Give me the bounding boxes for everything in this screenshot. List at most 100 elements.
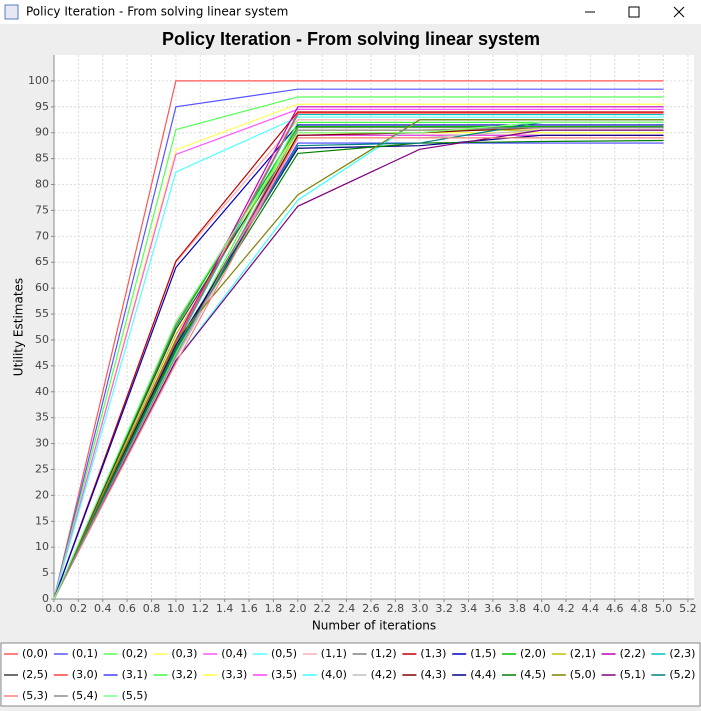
legend-label: (4,2) <box>371 668 397 681</box>
legend-label: (2,0) <box>520 647 546 660</box>
legend-label: (4,5) <box>520 668 546 681</box>
legend-label: (5,4) <box>72 689 98 702</box>
series-line <box>53 126 664 600</box>
x-tick-label: 4.2 <box>557 602 575 615</box>
x-tick-label: 1.0 <box>167 602 185 615</box>
legend-label: (5,1) <box>620 668 646 681</box>
x-tick-label: 2.8 <box>387 602 405 615</box>
y-tick-label: 40 <box>35 385 49 398</box>
y-tick-label: 50 <box>35 333 49 346</box>
y-tick-label: 85 <box>35 152 49 165</box>
series-line <box>53 124 664 600</box>
y-tick-label: 0 <box>42 592 49 605</box>
y-tick-label: 20 <box>35 488 49 501</box>
x-tick-label: 3.0 <box>411 602 429 615</box>
x-tick-label: 1.2 <box>192 602 210 615</box>
series-line <box>53 119 664 600</box>
x-tick-label: 4.4 <box>582 602 600 615</box>
series-line <box>53 111 664 600</box>
legend-label: (0,5) <box>271 647 297 660</box>
x-tick-label: 1.8 <box>265 602 283 615</box>
y-tick-label: 45 <box>35 359 49 372</box>
y-tick-label: 60 <box>35 281 49 294</box>
x-tick-label: 1.4 <box>216 602 234 615</box>
legend-label: (0,1) <box>72 647 98 660</box>
x-tick-label: 3.4 <box>460 602 478 615</box>
series-line <box>53 96 664 600</box>
y-tick-label: 15 <box>35 514 49 527</box>
x-tick-label: 3.8 <box>508 602 526 615</box>
legend-label: (5,0) <box>570 668 596 681</box>
y-tick-label: 95 <box>35 100 49 113</box>
series-line <box>53 134 664 600</box>
legend-label: (3,1) <box>122 668 148 681</box>
series-line <box>53 121 664 600</box>
series-line <box>53 103 664 600</box>
x-tick-label: 0.6 <box>118 602 136 615</box>
legend-label: (3,3) <box>221 668 247 681</box>
title-bar <box>0 0 701 24</box>
x-tick-label: 2.2 <box>313 602 331 615</box>
x-tick-label: 3.2 <box>435 602 453 615</box>
legend-label: (1,1) <box>321 647 347 660</box>
legend-label: (2,5) <box>22 668 48 681</box>
y-tick-label: 10 <box>35 540 49 553</box>
x-tick-label: 5.0 <box>655 602 673 615</box>
legend-label: (2,1) <box>570 647 596 660</box>
series-line <box>53 88 664 600</box>
series-line <box>53 116 664 600</box>
x-tick-label: 0.0 <box>45 602 63 615</box>
plot-area <box>54 55 694 599</box>
series-line <box>53 129 664 600</box>
y-tick-label: 75 <box>35 203 49 216</box>
legend-label: (5,5) <box>122 689 148 702</box>
x-tick-label: 0.8 <box>143 602 161 615</box>
legend-label: (4,3) <box>420 668 446 681</box>
series-line <box>53 112 664 600</box>
window-title: Policy Iteration - From solving linear s… <box>26 5 288 19</box>
y-tick-label: 5 <box>42 566 49 579</box>
legend-label: (1,5) <box>470 647 496 660</box>
series-line <box>53 80 664 600</box>
y-tick-label: 35 <box>35 411 49 424</box>
legend-label: (2,2) <box>620 647 646 660</box>
legend-label: (5,3) <box>22 689 48 702</box>
y-tick-label: 70 <box>35 229 49 242</box>
legend-label: (0,2) <box>122 647 148 660</box>
x-tick-label: 2.0 <box>289 602 307 615</box>
y-tick-label: 100 <box>28 74 49 87</box>
x-tick-label: 2.4 <box>338 602 356 615</box>
x-tick-label: 4.8 <box>630 602 648 615</box>
series-line <box>53 139 664 600</box>
chart-title: Policy Iteration - From solving linear s… <box>162 29 540 49</box>
x-tick-label: 3.6 <box>484 602 502 615</box>
legend-label: (0,4) <box>221 647 247 660</box>
legend-label: (3,0) <box>72 668 98 681</box>
x-tick-label: 2.6 <box>362 602 380 615</box>
series-line <box>53 137 664 600</box>
legend-label: (3,5) <box>271 668 297 681</box>
y-tick-label: 90 <box>35 126 49 139</box>
legend-label: (5,2) <box>669 668 695 681</box>
legend-label: (0,0) <box>22 647 48 660</box>
x-tick-label: 4.6 <box>606 602 624 615</box>
legend-label: (2,3) <box>669 647 695 660</box>
y-tick-label: 25 <box>35 462 49 475</box>
y-tick-label: 80 <box>35 178 49 191</box>
x-tick-label: 5.2 <box>679 602 697 615</box>
legend-label: (1,2) <box>371 647 397 660</box>
y-tick-label: 30 <box>35 437 49 450</box>
close-button[interactable] <box>673 6 685 18</box>
legend-label: (4,0) <box>321 668 347 681</box>
x-tick-label: 0.2 <box>70 602 88 615</box>
legend-label: (0,3) <box>171 647 197 660</box>
legend-label: (3,2) <box>171 668 197 681</box>
series-line <box>53 108 664 600</box>
y-tick-label: 65 <box>35 255 49 268</box>
app-icon <box>4 4 19 20</box>
y-tick-label: 55 <box>35 307 49 320</box>
maximize-button[interactable] <box>628 6 640 18</box>
y-axis-label: Utility Estimates <box>12 278 26 376</box>
x-tick-label: 0.4 <box>94 602 112 615</box>
